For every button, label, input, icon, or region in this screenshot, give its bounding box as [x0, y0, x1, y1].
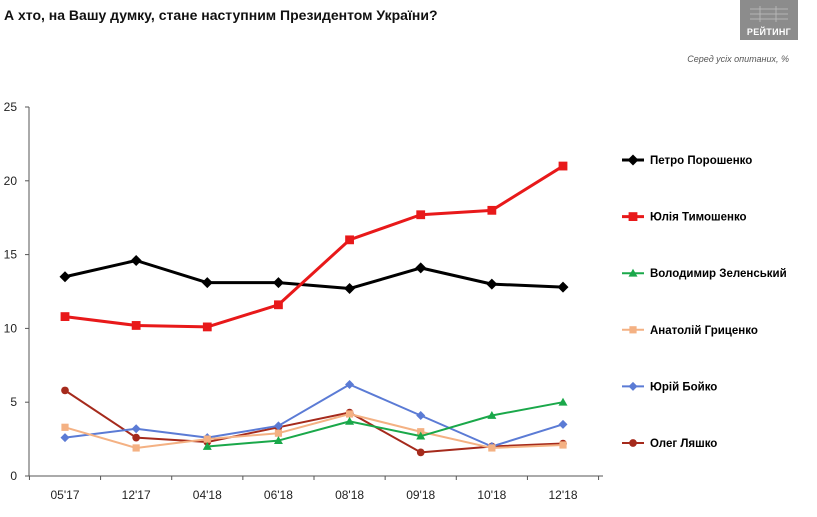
- x-tick-label: 05'17: [51, 488, 80, 502]
- series-3-point: [202, 441, 212, 450]
- series-3-point: [345, 416, 355, 425]
- series-2-line: [64, 164, 564, 329]
- y-tick-label: 25: [4, 100, 18, 114]
- legend-marker: [628, 381, 638, 391]
- series-3-point: [273, 436, 283, 444]
- series-2-point: [416, 210, 426, 220]
- legend-label: Юлія Тимошенко: [650, 212, 747, 224]
- series-5-line: [64, 383, 564, 448]
- series-4-line: [64, 413, 564, 449]
- legend-label: Юрій Бойко: [650, 381, 717, 393]
- y-tick-label: 10: [4, 321, 18, 335]
- series-4-point: [203, 435, 211, 443]
- logo-text: РЕЙТИНГ: [746, 27, 792, 37]
- series-1-line: [64, 259, 564, 291]
- page-title: А хто, на Вашу думку, стане наступним Пр…: [4, 7, 438, 23]
- series-3-line: [207, 401, 564, 448]
- series-2-point: [60, 312, 70, 321]
- series-1-point: [272, 277, 284, 289]
- legend-label: Володимир Зеленський: [650, 268, 787, 280]
- series-4-point: [345, 410, 354, 418]
- series-4-point: [559, 441, 567, 449]
- series-3-point: [558, 397, 568, 406]
- series-1-point: [415, 262, 427, 274]
- y-tick-label: 0: [10, 469, 17, 483]
- x-tick-label: 12'17: [122, 488, 151, 502]
- legend-label: Анатолій Гриценко: [650, 325, 758, 337]
- x-tick-label: 10'18: [477, 488, 506, 502]
- y-tick-label: 20: [4, 174, 18, 188]
- series-5-point: [273, 421, 283, 431]
- legend-label: Петро Порошенко: [650, 155, 752, 167]
- series-5-point: [131, 424, 141, 434]
- series-4-point: [488, 444, 496, 452]
- legend-label: Олег Ляшко: [650, 438, 717, 450]
- y-tick-label: 15: [4, 248, 18, 262]
- legend-marker: [629, 439, 637, 447]
- x-tick-label: 12'18: [549, 488, 578, 502]
- series-3-point: [487, 410, 497, 419]
- series-6-point: [416, 448, 425, 457]
- series-6-point: [61, 386, 69, 395]
- brand-logo: РЕЙТИНГ: [740, 0, 798, 40]
- series-6-line: [64, 389, 564, 454]
- series-4-point: [61, 423, 69, 431]
- series-1-point: [344, 283, 356, 295]
- x-tick-label: 06'18: [264, 488, 293, 502]
- series-5-point: [416, 410, 426, 420]
- series-5-point: [60, 433, 70, 443]
- series-4-point: [274, 429, 283, 437]
- series-4-point: [132, 444, 140, 452]
- logo-graphic-icon: [750, 6, 788, 22]
- series-2-point: [274, 300, 283, 310]
- legend-marker: [628, 212, 638, 221]
- series-6-point: [132, 433, 140, 442]
- series-1-point: [486, 278, 498, 290]
- series-2-point: [487, 205, 497, 215]
- series-1-point: [130, 255, 142, 267]
- legend-marker: [629, 326, 637, 334]
- series-2-point: [131, 321, 141, 330]
- y-tick-label: 5: [10, 395, 17, 409]
- series-3-point: [416, 431, 426, 440]
- series-2-point: [202, 322, 212, 332]
- series-1-point: [557, 281, 569, 293]
- legend-marker: [627, 154, 639, 166]
- series-1-point: [201, 277, 213, 289]
- series-1-point: [59, 271, 71, 283]
- series-2-point: [345, 235, 354, 245]
- x-tick-label: 09'18: [406, 488, 435, 502]
- series-5-point: [345, 379, 355, 389]
- x-tick-label: 04'18: [193, 488, 222, 502]
- x-tick-label: 08'18: [335, 488, 364, 502]
- chart-subtitle: Серед усіх опитаних, %: [687, 54, 789, 64]
- legend-marker: [628, 268, 638, 277]
- series-2-point: [558, 161, 568, 171]
- series-5-point: [558, 419, 568, 429]
